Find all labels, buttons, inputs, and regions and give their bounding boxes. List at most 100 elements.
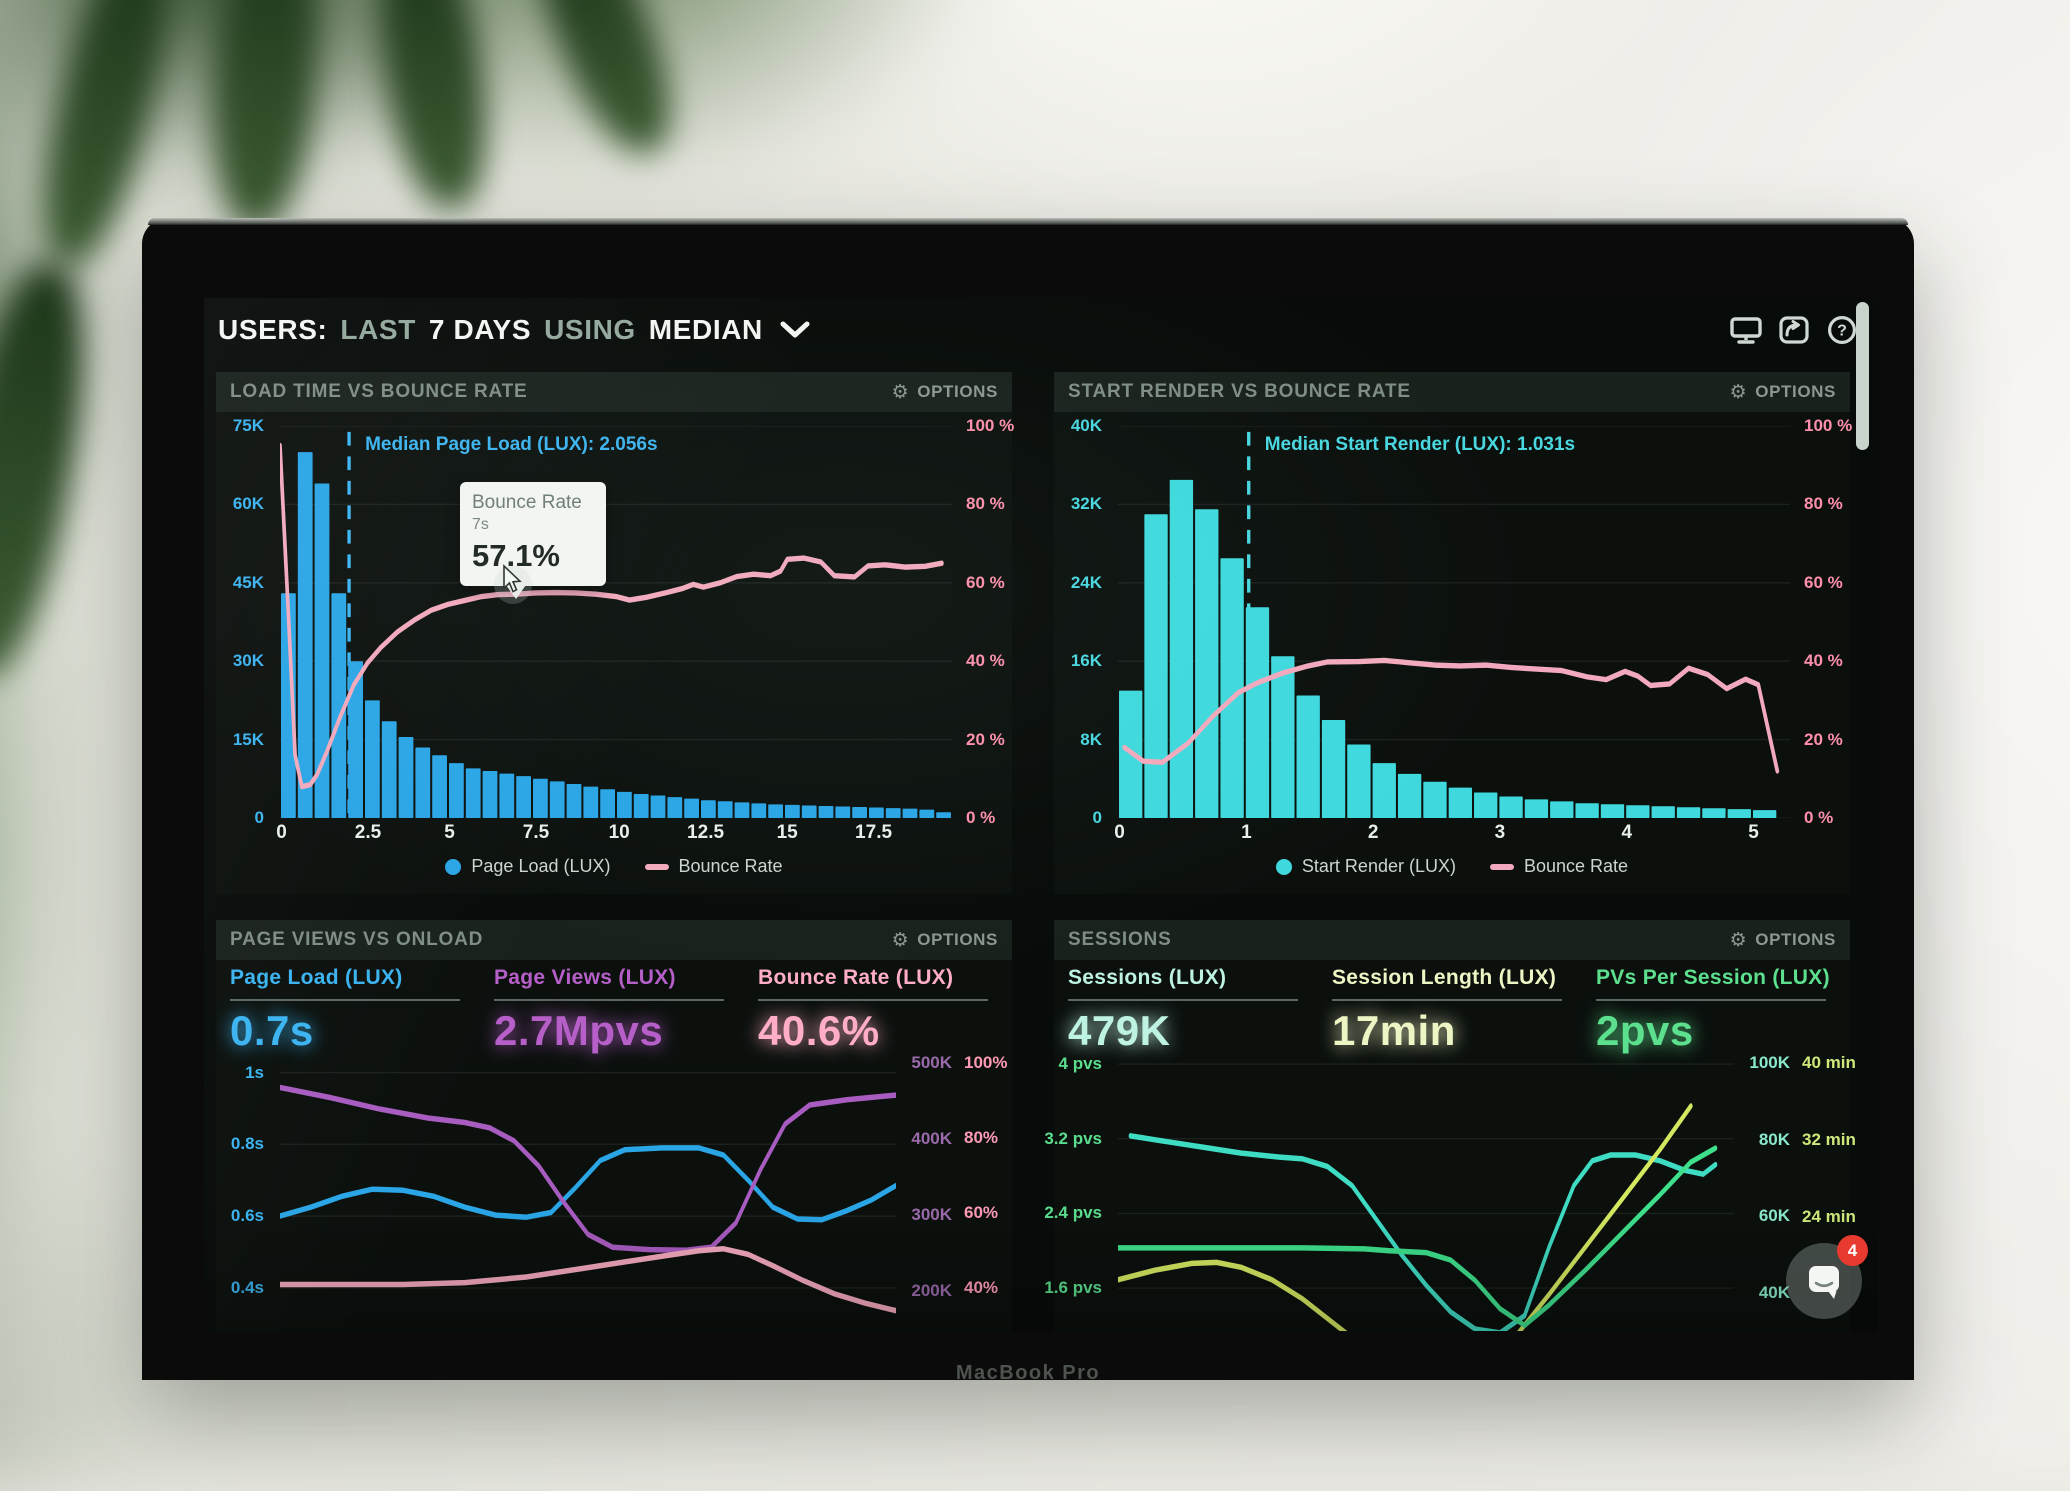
metric-divider xyxy=(1068,999,1299,1001)
axis-label: 80K xyxy=(1758,1129,1790,1149)
options-button[interactable]: ⚙ OPTIONS xyxy=(1729,928,1836,951)
metric: Page Views (LUX) 2.7Mpvs xyxy=(494,966,734,1055)
chart-legend: Start Render (LUX) Bounce Rate xyxy=(1054,856,1850,877)
panel-sessions: SESSIONS ⚙ OPTIONS Sessions (LUX) 479K Ses… xyxy=(1044,920,1856,1332)
x-tick-label: 15 xyxy=(776,822,798,843)
page-views-onload-chart xyxy=(280,1051,896,1331)
axis-label: 80% xyxy=(964,1128,999,1148)
axis-label: 500K xyxy=(911,1053,952,1073)
axis-label: 40 % xyxy=(966,651,1005,671)
axis-label: 0 % xyxy=(1804,808,1834,827)
share-icon[interactable] xyxy=(1778,315,1810,345)
legend-marker xyxy=(445,858,462,875)
x-tick-label: 3 xyxy=(1494,822,1506,843)
metric: Page Load (LUX) 0.7s xyxy=(230,966,470,1055)
dashboard-screen: USERS: LAST 7 DAYS USING MEDIAN ? LOAD TIME … xyxy=(204,298,1878,1332)
chat-bubble-icon xyxy=(1809,1266,1839,1299)
axis-label: 200K xyxy=(911,1281,952,1301)
axis-label: 0.4s xyxy=(230,1277,264,1297)
pageviews-onload-svg xyxy=(280,1071,896,1314)
metric-label: Bounce Rate (LUX) xyxy=(758,966,954,989)
svg-text:?: ? xyxy=(1837,323,1847,340)
metric-value: 479K xyxy=(1068,1007,1171,1054)
metric-divider xyxy=(494,999,725,1001)
axis-label: 1.6 pvs xyxy=(1044,1278,1102,1298)
metric-row: Page Load (LUX) 0.7s Page Views (LUX) 2.7Mp… xyxy=(216,966,1012,1055)
x-tick-label: 10 xyxy=(608,822,630,843)
axis-label: 400K xyxy=(911,1129,952,1149)
x-tick-label: 0 xyxy=(276,822,287,843)
panel-header: START RENDER VS BOUNCE RATE ⚙ OPTIONS xyxy=(1054,372,1850,412)
panel-title: START RENDER VS BOUNCE RATE xyxy=(1068,381,1411,402)
axis-label: 16K xyxy=(1070,651,1102,671)
axis-label: 32 min xyxy=(1802,1129,1856,1149)
axis-label: 0 xyxy=(1092,808,1102,827)
x-tick-label: 4 xyxy=(1621,822,1633,843)
x-tick-label: 7.5 xyxy=(522,822,550,843)
legend-label: Page Load (LUX) xyxy=(471,856,611,876)
users-range-dropdown[interactable]: USERS: LAST 7 DAYS USING MEDIAN xyxy=(218,314,810,346)
y-axis-right-sessions: 100K 80K 60K 40K xyxy=(1738,1051,1790,1331)
axis-label: 60 % xyxy=(1804,572,1843,592)
load-time-chart: Median Page Load (LUX): 2.056s Bounce Ra… xyxy=(280,426,952,818)
panel-header: LOAD TIME VS BOUNCE RATE ⚙ OPTIONS xyxy=(216,372,1012,412)
chat-launcher[interactable]: 4 xyxy=(1786,1235,1868,1319)
axis-label: 4 pvs xyxy=(1058,1054,1102,1074)
legend-item: Start Render (LUX) xyxy=(1275,856,1456,877)
legend-label: Start Render (LUX) xyxy=(1301,856,1456,876)
gear-icon: ⚙ xyxy=(891,928,910,951)
axis-label: 15K xyxy=(232,729,264,749)
axis-label: 40 min xyxy=(1802,1052,1856,1072)
options-button[interactable]: ⚙ OPTIONS xyxy=(891,380,998,403)
options-button[interactable]: ⚙ OPTIONS xyxy=(891,928,998,951)
metric-label: Page Views (LUX) xyxy=(494,966,676,989)
panel-header: PAGE VIEWS VS ONLOAD ⚙ OPTIONS xyxy=(216,920,1012,960)
laptop-brand-text: MacBook Pro xyxy=(955,1362,1101,1384)
title-segment: USING xyxy=(544,314,636,345)
y-axis-left: 40K 32K 24K 16K 8K 0 xyxy=(1054,416,1110,827)
panel-start-render-vs-bounce-rate: START RENDER VS BOUNCE RATE ⚙ OPTIONS 4 0… xyxy=(1054,372,1852,894)
metric: Bounce Rate (LUX) 40.6% xyxy=(758,966,998,1055)
y-axis-right: 100 % 80 % 60 % 40 % 20 % 0 % xyxy=(1796,416,1852,827)
metric-label: PVs Per Session (LUX) xyxy=(1596,966,1830,989)
sessions-svg xyxy=(1118,1063,1734,1331)
legend-label: Bounce Rate xyxy=(678,856,783,876)
median-annotation: Median Start Render (LUX): 1.031s xyxy=(1264,434,1576,455)
legend-item: Page Load (LUX) xyxy=(445,856,611,877)
axis-label: 60K xyxy=(1758,1206,1790,1226)
axis-label: 60% xyxy=(964,1203,999,1223)
axis-label: 300K xyxy=(911,1205,952,1225)
title-segment: 7 DAYS xyxy=(428,314,532,345)
help-icon[interactable]: ? xyxy=(1826,315,1858,345)
metric-divider xyxy=(1596,999,1827,1001)
scrollbar-thumb[interactable] xyxy=(1856,302,1869,450)
panel-title: LOAD TIME VS BOUNCE RATE xyxy=(230,381,528,402)
gear-icon: ⚙ xyxy=(1729,380,1748,403)
x-axis: 0 2.5 5 7.5 10 12.5 15 17.5 xyxy=(276,822,952,848)
x-tick-label: 1 xyxy=(1241,822,1252,843)
start-render-chart: Median Start Render (LUX): 1.031s xyxy=(1118,426,1790,818)
metric-label: Page Load (LUX) xyxy=(230,966,403,989)
axis-label: 75K xyxy=(232,416,264,435)
axis-label: 20 % xyxy=(966,729,1005,749)
x-tick-label: 0 xyxy=(1114,822,1125,843)
axis-label: 100K xyxy=(1749,1053,1790,1073)
legend-marker xyxy=(1275,858,1292,875)
display-icon[interactable] xyxy=(1730,315,1762,345)
options-button[interactable]: ⚙ OPTIONS xyxy=(1729,380,1836,403)
axis-label: 20 % xyxy=(1804,729,1843,749)
panel-title: PAGE VIEWS VS ONLOAD xyxy=(230,929,484,950)
notification-badge: 4 xyxy=(1837,1235,1868,1266)
x-tick-label: 2 xyxy=(1367,822,1379,843)
axis-label: 100% xyxy=(964,1053,1008,1072)
x-tick-label: 17.5 xyxy=(855,822,893,843)
axis-label: 8K xyxy=(1080,729,1102,749)
axis-label: 2.4 pvs xyxy=(1044,1203,1102,1223)
panel-header: SESSIONS ⚙ OPTIONS xyxy=(1054,920,1850,960)
axis-label: 80 % xyxy=(966,494,1005,514)
axis-label: 60K xyxy=(232,494,264,514)
axis-label: 32K xyxy=(1070,494,1102,514)
axis-label: 45K xyxy=(232,572,264,592)
legend-marker xyxy=(644,863,669,870)
panel-load-time-vs-bounce-rate: LOAD TIME VS BOUNCE RATE ⚙ OPTIONS 75K 60… xyxy=(216,372,1014,894)
